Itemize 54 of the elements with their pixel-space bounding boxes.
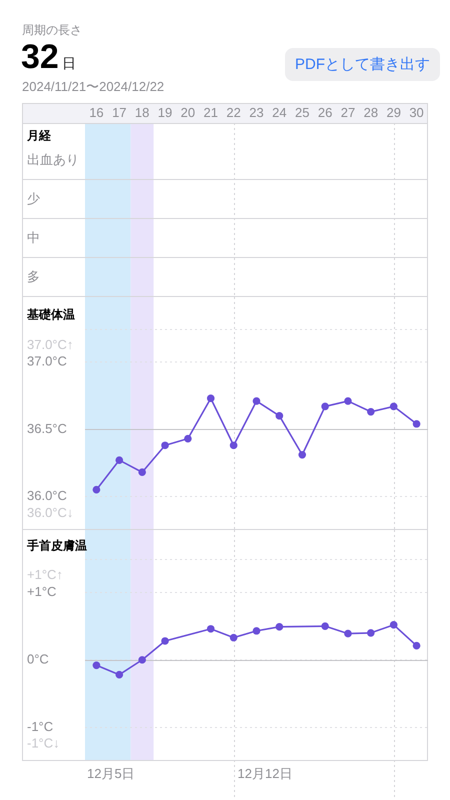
text: 2024/11/21〜2024/12/22 (22, 79, 164, 95)
export-button: PDFとして書き出す (285, 48, 440, 81)
y-tick-label: -1°C (27, 718, 54, 734)
point (184, 434, 192, 442)
x-tick-label: 25 (295, 104, 310, 120)
text: 周期の長さ (22, 23, 82, 38)
x-tick-label: 24 (272, 104, 287, 120)
point (92, 486, 100, 494)
point (412, 420, 420, 428)
text: 32 (21, 38, 59, 76)
point (298, 450, 306, 459)
point (138, 468, 146, 476)
text: 36.0°C↓ (27, 504, 74, 520)
point (390, 402, 398, 410)
x-tick-label: 20 (180, 104, 196, 120)
x-tick-label: 17 (112, 104, 127, 120)
y-tick-label: 中 (27, 230, 40, 246)
y-tick-label: +1°C (27, 584, 56, 600)
x-tick-label: 27 (340, 104, 356, 120)
y-tick-label: 少 (27, 191, 40, 206)
point (367, 408, 375, 416)
x-tick-label: 18 (134, 104, 150, 120)
x-tick-label: 29 (386, 104, 401, 120)
point (276, 412, 284, 420)
text: +1°C↑ (27, 567, 63, 582)
point (344, 397, 352, 405)
chart-title: 手首皮膚温 (26, 538, 87, 552)
y-tick-label: 多 (27, 269, 40, 284)
text: 日 (62, 55, 76, 71)
chart-title: 基礎体温 (26, 307, 75, 322)
point (321, 402, 329, 410)
point (230, 442, 238, 450)
y-tick-label: 36.5°C (27, 420, 67, 436)
x-tick-label: 19 (158, 104, 172, 120)
point (206, 394, 215, 402)
x-tick-label: 21 (204, 104, 218, 120)
x-tick-label: 26 (318, 104, 332, 120)
text: -1°C↓ (27, 736, 60, 751)
x-tick-label: 16 (89, 104, 104, 120)
text: 月経 (26, 128, 52, 142)
text: 37.0°C↑ (27, 336, 74, 352)
x-tick-label: 23 (249, 104, 264, 120)
y-tick-label: 0°C (27, 651, 49, 666)
y-tick-label: 出血あり (27, 152, 79, 168)
point (252, 397, 260, 405)
x-tick-label: 30 (409, 104, 424, 120)
point (161, 442, 169, 450)
x-tick-label: 22 (226, 104, 241, 120)
y-tick-label: 36.0°C (27, 488, 67, 503)
text: 12月5日 (87, 766, 135, 782)
point (116, 456, 124, 464)
x-tick-label: 28 (364, 104, 378, 120)
ref-line-label: 12月12日 (238, 766, 292, 782)
y-tick-label: 37.0°C (27, 354, 67, 369)
